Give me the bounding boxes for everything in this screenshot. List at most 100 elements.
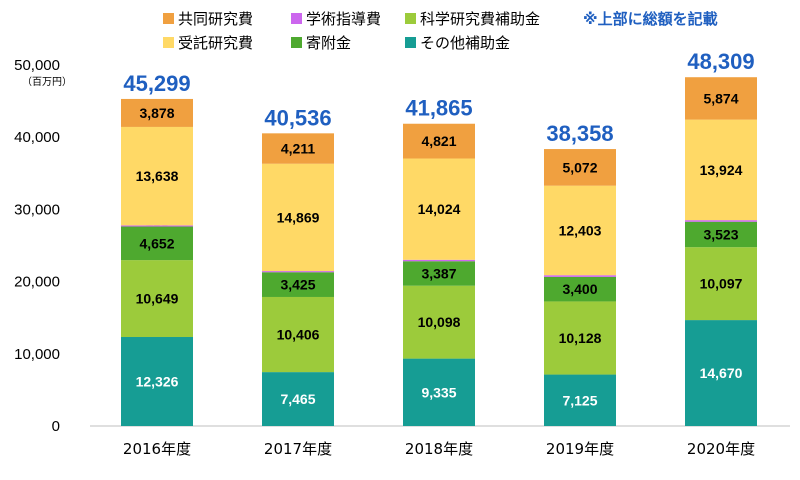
y-tick-label: 0 <box>52 418 60 435</box>
bar-segment-label: 3,425 <box>280 277 315 293</box>
bar-segment-label: 10,098 <box>418 314 461 330</box>
legend-label: 科学研究費補助金 <box>420 10 540 28</box>
bar-total-label: 41,865 <box>405 96 472 121</box>
bar-segment-label: 14,869 <box>277 209 320 225</box>
x-axis: 2016年度 2017年度 2018年度 2019年度 2020年度 <box>123 440 755 458</box>
bar-segment-label: 4,652 <box>139 235 174 251</box>
y-tick-label: 20,000 <box>14 274 60 291</box>
x-tick-label: 2018年度 <box>405 440 473 458</box>
bar-segment <box>262 272 334 297</box>
legend-swatch <box>291 37 302 48</box>
bar-segment-label: 10,128 <box>559 330 602 346</box>
bar-segment-label: 10,097 <box>700 276 743 292</box>
bar-segment <box>121 260 193 338</box>
y-tick-label: 30,000 <box>14 201 60 218</box>
bar-segment-label: 3,400 <box>562 281 597 297</box>
chart-note: ※上部に総額を記載 <box>583 10 718 28</box>
bar-segment-label: 4,211 <box>281 141 315 157</box>
legend-label: 受託研究費 <box>178 34 253 52</box>
legend-item: 受託研究費 <box>163 34 253 52</box>
bar-segment <box>544 374 616 426</box>
legend-item: 共同研究費 <box>163 10 253 28</box>
legend-label: 学術指導費 <box>306 10 381 28</box>
y-axis: 0 10,000 20,000 30,000 40,000 50,000 <box>14 57 790 435</box>
bar-segment <box>262 296 334 373</box>
y-tick-label: 40,000 <box>14 129 60 146</box>
bar-segment <box>544 185 616 276</box>
bar-segment <box>403 158 475 260</box>
bar-segment <box>544 275 616 277</box>
bar-segment-label: 10,406 <box>277 327 320 343</box>
bar-segment-label: 7,125 <box>562 392 597 408</box>
bar-segment <box>121 226 193 261</box>
bar-segment <box>262 372 334 426</box>
bar-segment <box>403 123 475 159</box>
bar-segment-label: 3,523 <box>703 226 738 242</box>
bar-segment-label: 13,638 <box>136 168 179 184</box>
bar-segment <box>544 276 616 302</box>
x-tick-label: 2016年度 <box>123 440 191 458</box>
y-axis-unit-label: （百万円） <box>22 76 72 88</box>
legend-swatch <box>163 37 174 48</box>
bar-segment-label: 7,465 <box>280 391 315 407</box>
bar-segment-label: 9,335 <box>421 384 456 400</box>
legend-item: その他補助金 <box>405 34 510 52</box>
bar-segment-label: 3,878 <box>139 105 174 121</box>
legend-item: 寄附金 <box>291 34 351 52</box>
bar-total-label: 48,309 <box>687 49 754 74</box>
bar-segment-label: 5,072 <box>562 159 597 175</box>
bar-segment <box>544 149 616 186</box>
bar-segment-label: 13,924 <box>700 162 743 178</box>
bar-segment <box>685 221 757 248</box>
legend-swatch <box>291 13 302 24</box>
y-tick-label: 50,000 <box>14 57 60 74</box>
legend-label: 共同研究費 <box>178 10 253 28</box>
bar-total-label: 40,536 <box>264 105 331 130</box>
x-tick-label: 2019年度 <box>546 440 614 458</box>
bar-segment-label: 10,649 <box>136 291 179 307</box>
legend-label: その他補助金 <box>420 34 510 52</box>
bar-segment <box>544 301 616 375</box>
bar-segment-label: 3,387 <box>421 265 456 281</box>
bar-segment <box>121 98 193 127</box>
bar-segment <box>403 261 475 286</box>
bar-segment <box>685 320 757 426</box>
bar-segment <box>685 77 757 120</box>
bar-segment <box>262 133 334 164</box>
bar-total-label: 45,299 <box>123 71 190 96</box>
bar-segment <box>262 163 334 272</box>
bar-segment-label: 14,024 <box>418 201 461 217</box>
legend-swatch <box>405 13 416 24</box>
legend-item: 科学研究費補助金 <box>405 10 540 28</box>
bar-segment-label: 4,821 <box>421 133 456 149</box>
bar-segment <box>262 271 334 273</box>
bar-segment-label: 5,874 <box>703 90 738 106</box>
bar-total-label: 38,358 <box>546 121 613 146</box>
bars: 12,32610,6494,65215613,6383,87845,2997,4… <box>121 49 757 426</box>
x-tick-label: 2020年度 <box>687 440 755 458</box>
bar-segment-label: 14,670 <box>700 365 743 381</box>
bar-segment <box>121 337 193 426</box>
bar-segment <box>403 358 475 426</box>
bar-segment <box>403 259 475 262</box>
bar-segment-label: 12,326 <box>136 374 179 390</box>
legend-swatch <box>163 13 174 24</box>
bar-segment <box>403 285 475 359</box>
legend-label: 寄附金 <box>306 34 351 52</box>
bar-segment <box>685 119 757 221</box>
y-tick-label: 10,000 <box>14 346 60 363</box>
x-tick-label: 2017年度 <box>264 440 332 458</box>
legend-item: 学術指導費 <box>291 10 381 28</box>
bar-segment <box>121 225 193 227</box>
bar-segment <box>685 247 757 321</box>
bar-segment <box>121 126 193 226</box>
bar-segment-label: 12,403 <box>559 222 602 238</box>
bar-segment <box>685 220 757 222</box>
